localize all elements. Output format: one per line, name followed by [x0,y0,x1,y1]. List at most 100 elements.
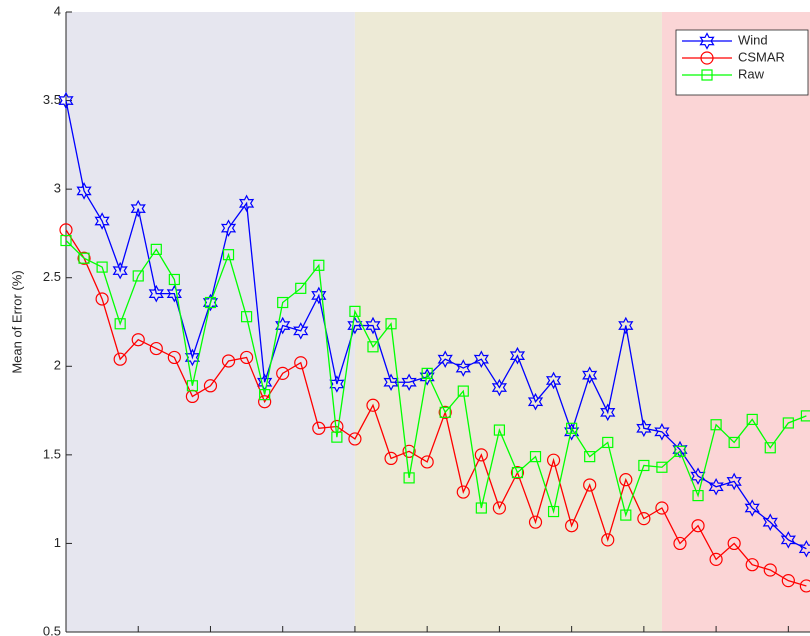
y-tick-label: 1.5 [43,446,61,461]
marker [60,234,72,247]
y-tick-label: 4 [54,3,61,18]
marker [349,305,361,317]
y-tick-label: 2.5 [43,269,61,284]
marker [438,405,452,419]
marker [700,51,714,65]
marker [277,296,289,309]
marker [130,199,146,218]
marker [727,536,741,551]
marker [313,259,325,271]
marker [420,455,434,469]
marker [167,350,181,365]
marker [655,501,669,515]
marker [746,413,758,426]
legend-label: Raw [738,66,765,81]
marker [348,432,362,446]
marker [691,519,705,533]
marker [347,316,363,335]
y-axis-label: Mean of Error (%) [9,270,24,373]
marker [638,459,650,472]
marker [527,392,544,411]
marker [491,378,508,397]
marker [76,182,92,200]
marker [259,389,271,401]
marker [95,292,109,306]
marker [78,252,90,264]
marker [493,424,505,436]
marker [692,490,704,502]
marker [728,436,740,449]
marker [798,539,810,558]
marker [510,465,525,480]
marker [366,398,380,412]
regions [66,12,810,632]
marker [276,366,290,380]
marker [311,286,327,305]
plot-area [58,91,810,593]
marker [58,91,74,110]
marker [114,318,126,330]
marker [437,350,453,368]
marker [529,451,542,463]
marker [619,473,633,487]
legend-label: Wind [738,32,768,47]
series-line [65,100,807,550]
marker [764,442,776,454]
marker [239,350,254,365]
marker [565,519,579,533]
marker [672,440,688,459]
marker [385,318,397,330]
marker [312,421,326,435]
marker [637,512,651,526]
marker [365,316,381,335]
marker [710,419,722,431]
marker [763,563,777,577]
marker [547,505,560,518]
marker [222,249,235,261]
marker [636,419,652,438]
marker [457,385,469,397]
marker [800,410,810,422]
marker [293,322,309,340]
marker [782,417,794,429]
marker [602,436,614,449]
marker [780,531,796,549]
marker [186,380,199,392]
marker [94,212,110,230]
marker [132,270,144,282]
marker [699,32,715,50]
marker [799,579,810,593]
marker [168,273,180,286]
marker [744,499,760,517]
marker [403,472,415,484]
series-line [65,229,807,587]
marker [654,423,670,441]
marker [150,243,162,255]
marker [367,341,379,353]
marker [584,451,596,463]
marker [709,552,723,566]
marker [582,366,598,384]
marker [202,293,219,312]
marker [564,423,580,441]
marker [148,284,164,303]
marker [762,513,778,531]
marker [618,316,634,335]
marker [674,445,686,457]
marker [566,422,578,434]
y-tick-label: 0.5 [43,623,61,636]
shaded-region [66,12,355,632]
marker [166,284,182,303]
marker [528,515,543,529]
marker [238,194,255,213]
marker [419,368,435,386]
marker [112,261,128,280]
marker [294,356,308,370]
marker [673,536,687,551]
y-tick-label: 1 [54,535,61,550]
marker [275,316,291,335]
y-tick-label: 3.5 [43,92,61,107]
marker [131,333,145,347]
shaded-region [354,12,662,632]
